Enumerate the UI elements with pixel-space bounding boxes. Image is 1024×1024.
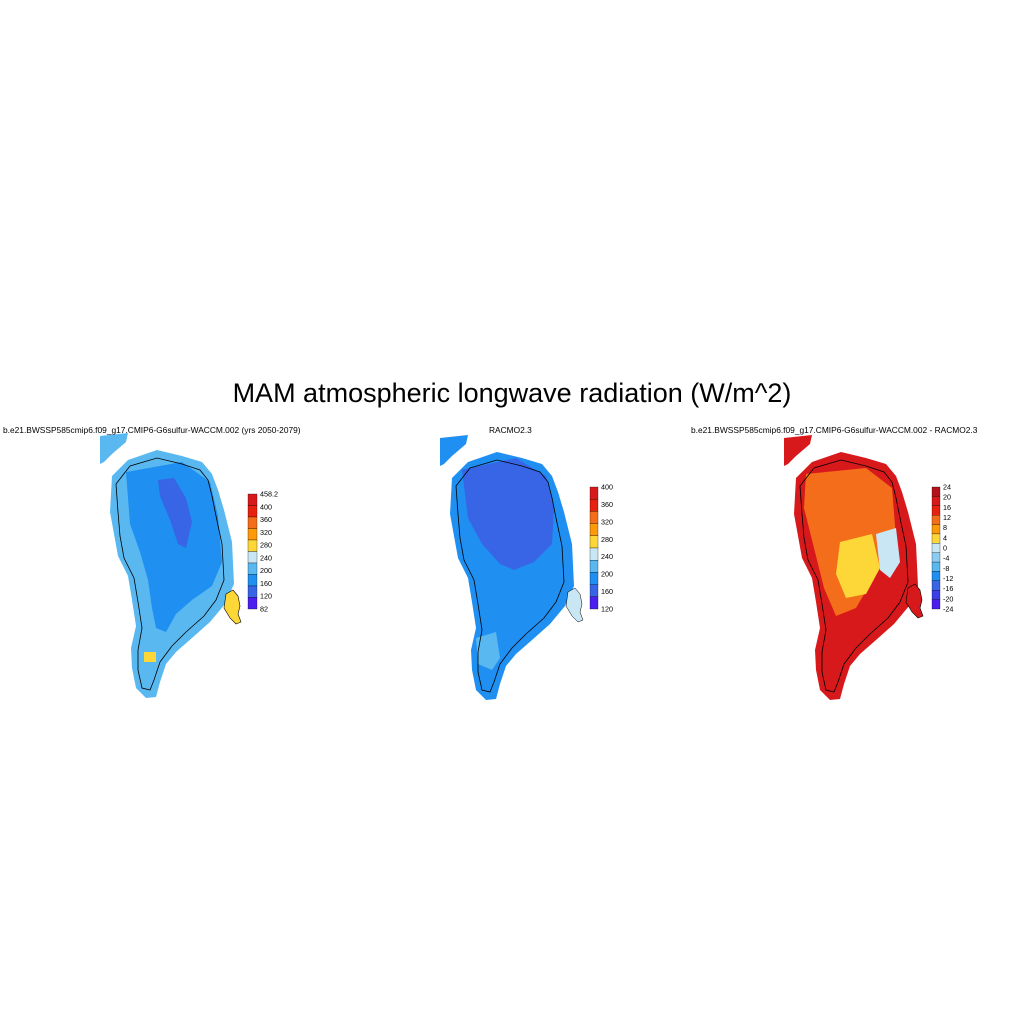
colorbar-swatch: [589, 535, 599, 549]
colorbar-swatch: [247, 574, 258, 587]
colorbar-tick-label: 0: [943, 544, 947, 553]
colorbar-swatch: [931, 599, 941, 610]
colorbar-tick-label: 160: [260, 579, 272, 588]
colorbar-swatch: [589, 499, 599, 512]
colorbar-tick-label: -8: [943, 564, 949, 573]
colorbar-swatch: [931, 580, 941, 591]
colorbar-tick-label: 400: [601, 483, 613, 492]
colorbar-swatch: [589, 596, 599, 610]
colorbar-swatch: [589, 511, 599, 524]
east-islands: [223, 589, 242, 625]
colorbar-swatch: [247, 562, 258, 575]
colorbar-swatch: [247, 551, 258, 564]
panel-1-colorbar: 458.2 400 360 320 280 240 200 160 120 82: [247, 490, 278, 614]
colorbar-swatch: [931, 590, 941, 600]
south-field: [476, 632, 500, 670]
colorbar-tick-label: 360: [260, 515, 272, 524]
colorbar-swatch: [931, 571, 941, 581]
east-islands: [905, 583, 924, 619]
panel-2-title: RACMO2.3: [489, 425, 532, 435]
colorbar-tick-label: 8: [943, 523, 947, 532]
colorbar-swatch: [589, 523, 599, 536]
warm-anomaly-field: [836, 534, 880, 598]
colorbar-tick-label: 240: [260, 553, 272, 562]
colorbar-tick-label: -12: [943, 574, 953, 583]
cool-anomaly-field: [876, 528, 900, 578]
colorbar-swatch: [589, 572, 599, 585]
panel-3-map: [784, 435, 924, 700]
colorbar-swatch: [247, 585, 258, 598]
colorbar-tick-label: 320: [260, 528, 272, 537]
colorbar-swatch: [247, 528, 258, 541]
colorbar-tick-label: 120: [601, 605, 613, 614]
colorbar-tick-label: 120: [260, 592, 272, 601]
colorbar-swatch: [589, 584, 599, 597]
interior-field: [126, 462, 222, 632]
colorbar-swatch: [931, 561, 941, 572]
colorbar-swatch: [247, 597, 258, 610]
colorbar-tick-label: 240: [601, 552, 613, 561]
colorbar-tick-label: 320: [601, 517, 613, 526]
colorbar-tick-label: -24: [943, 605, 953, 614]
colorbar-swatch: [931, 496, 941, 506]
colorbar-tick-label: 200: [601, 570, 613, 579]
nw-field: [440, 435, 468, 466]
colorbar-tick-label: 200: [260, 566, 272, 575]
colorbar-tick-label: -4: [943, 554, 949, 563]
interior-field: [462, 458, 554, 570]
colorbar-swatch: [931, 515, 941, 525]
nw-field: [100, 433, 128, 464]
colorbar-tick-label: 280: [260, 541, 272, 550]
colorbar-tick-label: 458.2: [260, 490, 278, 499]
colorbar-tick-label: -16: [943, 584, 953, 593]
colorbar-swatch: [247, 539, 258, 552]
figure-title: MAM atmospheric longwave radiation (W/m^…: [232, 378, 792, 408]
panels-layer: 458.240036032028024020016012082400360320…: [100, 433, 953, 700]
colorbar-swatch: [931, 486, 941, 497]
colorbar-tick-label: 24: [943, 483, 951, 492]
colorbar-swatch: [589, 486, 599, 500]
colorbar-swatch: [931, 524, 941, 535]
colorbar-swatch: [589, 560, 599, 573]
colorbar-swatch: [247, 505, 258, 518]
colorbar-swatch: [931, 543, 941, 553]
colorbar-tick-label: 20: [943, 493, 951, 502]
colorbar-tick-label: 16: [943, 503, 951, 512]
panel-2-map: [440, 435, 584, 700]
south-tip-cell: [144, 652, 156, 662]
panel-3-title: b.e21.BWSSP585cmip6.f09_g17.CMIP6-G6sulf…: [691, 425, 978, 435]
east-islands: [565, 587, 584, 623]
colorbar-swatch: [247, 516, 258, 529]
colorbar-swatch: [931, 505, 941, 516]
panel-1-title: b.e21.BWSSP585cmip6.f09_g17.CMIP6-G6sulf…: [3, 425, 301, 435]
colorbar-tick-label: 12: [943, 513, 951, 522]
colorbar-tick-label: 400: [260, 502, 272, 511]
panel-1-map: [100, 433, 242, 698]
summit-field: [158, 478, 192, 548]
colorbar-tick-label: 4: [943, 533, 947, 542]
colorbar-tick-label: 82: [260, 605, 268, 614]
panel-2-colorbar: 400 360 320 280 240 200 160 120: [589, 483, 613, 614]
colorbar-tick-label: -20: [943, 594, 953, 603]
colorbar-swatch: [589, 547, 599, 561]
colorbar-swatch: [931, 533, 941, 544]
colorbar-tick-label: 280: [601, 535, 613, 544]
colorbar-swatch: [247, 493, 258, 506]
colorbar-tick-label: 160: [601, 587, 613, 596]
nw-field: [784, 435, 812, 466]
colorbar-tick-label: 360: [601, 500, 613, 509]
colorbar-swatch: [931, 552, 941, 563]
